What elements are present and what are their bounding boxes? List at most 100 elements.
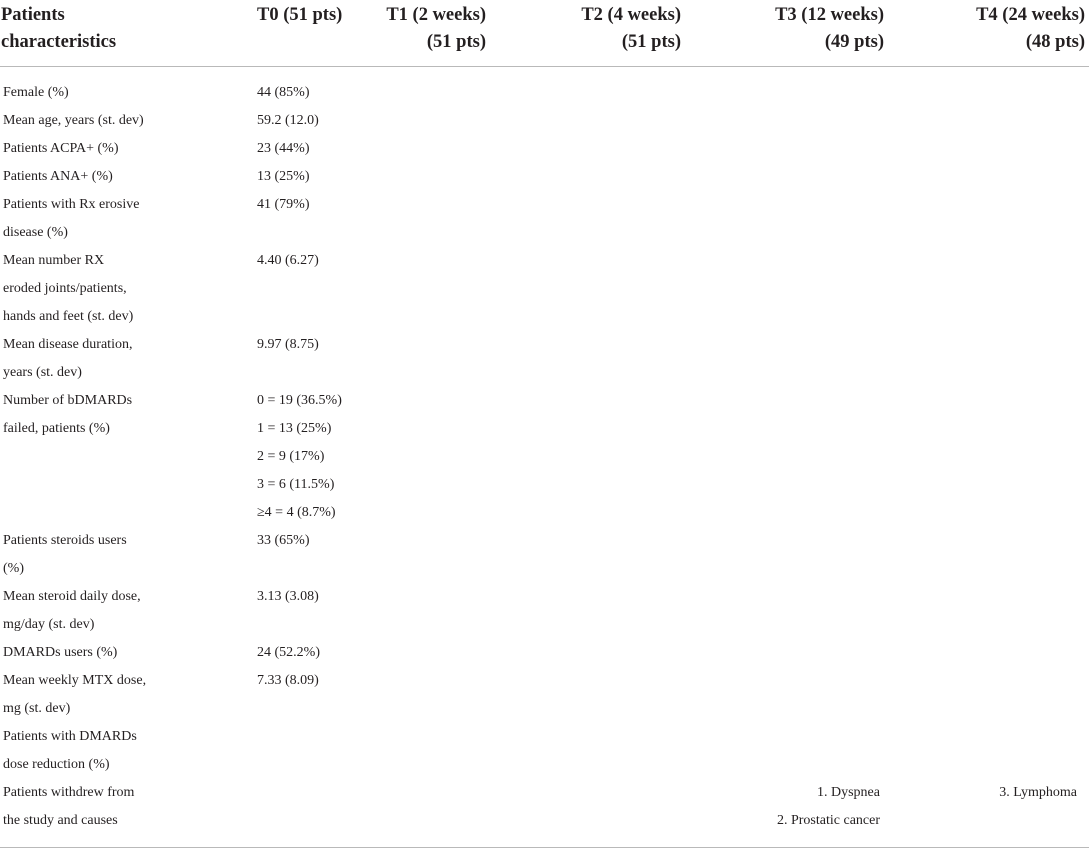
header-line: T2 (4 weeks) bbox=[581, 5, 681, 25]
row-label-line: Mean disease duration, bbox=[3, 337, 133, 352]
header-t3: T3 (12 weeks) (49 pts) bbox=[685, 0, 888, 67]
cell-t4 bbox=[888, 387, 1089, 527]
cell-value: 44 (85%) bbox=[257, 85, 310, 100]
cell-t3 bbox=[685, 583, 888, 639]
header-t1: T1 (2 weeks) (51 pts) bbox=[350, 0, 490, 67]
header-line: (51 pts) bbox=[621, 32, 681, 52]
cell-value: 9.97 (8.75) bbox=[257, 337, 319, 352]
cell-value: 1 = 13 (25%) bbox=[257, 421, 332, 436]
cell-t4 bbox=[888, 527, 1089, 583]
cell-t2 bbox=[490, 163, 685, 191]
cell-value: 33 (65%) bbox=[257, 533, 310, 548]
row-label-line: hands and feet (st. dev) bbox=[3, 309, 134, 324]
cell-t1 bbox=[350, 583, 490, 639]
cell-t0: 0 = 19 (36.5%) 1 = 13 (25%) 2 = 9 (17%) 3 =… bbox=[160, 387, 350, 527]
table-row: DMARDs users (%) 24 (52.2%) bbox=[0, 639, 1089, 667]
row-label-line: DMARDs users (%) bbox=[3, 645, 118, 660]
row-label-line: disease (%) bbox=[3, 225, 68, 240]
row-label-line: Mean age, years (st. dev) bbox=[3, 113, 144, 128]
header-characteristics: Patients characteristics bbox=[0, 0, 160, 67]
cell-t1 bbox=[350, 163, 490, 191]
row-label-line: mg/day (st. dev) bbox=[3, 617, 95, 632]
row-label-line: Mean weekly MTX dose, bbox=[3, 673, 147, 688]
row-label-line: Female (%) bbox=[3, 85, 69, 100]
row-label-line: (%) bbox=[3, 561, 24, 576]
header-t4: T4 (24 weeks) (48 pts) bbox=[888, 0, 1089, 67]
row-label-line: Patients steroids users bbox=[3, 533, 127, 548]
cell-value: 0 = 19 (36.5%) bbox=[257, 393, 342, 408]
cell-t2 bbox=[490, 135, 685, 163]
header-line: T0 (51 pts) bbox=[257, 5, 343, 25]
cell-t3 bbox=[685, 247, 888, 331]
cell-t4: 3. Lymphoma bbox=[888, 779, 1089, 848]
table-row: Mean steroid daily dose, mg/day (st. dev)… bbox=[0, 583, 1089, 639]
row-label-line: Patients with DMARDs bbox=[3, 729, 137, 744]
header-line: (48 pts) bbox=[1025, 32, 1085, 52]
cell-value: 23 (44%) bbox=[257, 141, 310, 156]
row-label-cell: Patients with DMARDs dose reduction (%) bbox=[0, 723, 160, 779]
row-label-cell: Patients ACPA+ (%) bbox=[0, 135, 160, 163]
cell-t2 bbox=[490, 723, 685, 779]
cell-t0: 23 (44%) bbox=[160, 135, 350, 163]
row-label-cell: Number of bDMARDs failed, patients (%) bbox=[0, 387, 160, 527]
cell-t2 bbox=[490, 583, 685, 639]
cell-t2 bbox=[490, 779, 685, 848]
cell-value: 3.13 (3.08) bbox=[257, 589, 319, 604]
table-row: Mean disease duration, years (st. dev) 9.9… bbox=[0, 331, 1089, 387]
table-header: Patients characteristics T0 (51 pts) T1 (2 … bbox=[0, 0, 1089, 67]
cell-value: 13 (25%) bbox=[257, 169, 310, 184]
row-label-cell: Mean steroid daily dose, mg/day (st. dev) bbox=[0, 583, 160, 639]
cell-t0: 33 (65%) bbox=[160, 527, 350, 583]
cell-t2 bbox=[490, 527, 685, 583]
cell-t1 bbox=[350, 247, 490, 331]
cell-t2 bbox=[490, 191, 685, 247]
table-row: Female (%) 44 (85%) bbox=[0, 67, 1089, 108]
cell-t0: 9.97 (8.75) bbox=[160, 331, 350, 387]
cell-t0: 24 (52.2%) bbox=[160, 639, 350, 667]
cell-t4 bbox=[888, 331, 1089, 387]
cell-t0: 13 (25%) bbox=[160, 163, 350, 191]
cell-t4 bbox=[888, 723, 1089, 779]
table-row: Patients with DMARDs dose reduction (%) bbox=[0, 723, 1089, 779]
cell-t2 bbox=[490, 107, 685, 135]
table-row: Number of bDMARDs failed, patients (%) 0 =… bbox=[0, 387, 1089, 527]
cell-t2 bbox=[490, 67, 685, 108]
table-row: Patients with Rx erosive disease (%) 41 (7… bbox=[0, 191, 1089, 247]
row-label-line: Patients ACPA+ (%) bbox=[3, 141, 119, 156]
cell-t0: 44 (85%) bbox=[160, 67, 350, 108]
cell-t1 bbox=[350, 331, 490, 387]
header-row: Patients characteristics T0 (51 pts) T1 (2 … bbox=[0, 0, 1089, 67]
cell-t4 bbox=[888, 163, 1089, 191]
row-label-line: eroded joints/patients, bbox=[3, 281, 127, 296]
cell-t3 bbox=[685, 163, 888, 191]
cell-value: 41 (79%) bbox=[257, 197, 310, 212]
row-label-line: failed, patients (%) bbox=[3, 421, 110, 436]
header-line: T1 (2 weeks) bbox=[386, 5, 486, 25]
row-label-cell: Patients with Rx erosive disease (%) bbox=[0, 191, 160, 247]
cell-value: 1. Dyspnea bbox=[817, 785, 880, 800]
cell-t4 bbox=[888, 583, 1089, 639]
row-label-line: years (st. dev) bbox=[3, 365, 82, 380]
cell-t3 bbox=[685, 527, 888, 583]
cell-t3 bbox=[685, 191, 888, 247]
cell-t0 bbox=[160, 723, 350, 779]
header-t2: T2 (4 weeks) (51 pts) bbox=[490, 0, 685, 67]
cell-t1 bbox=[350, 67, 490, 108]
cell-t4 bbox=[888, 247, 1089, 331]
row-label-cell: Mean weekly MTX dose, mg (st. dev) bbox=[0, 667, 160, 723]
cell-t1 bbox=[350, 527, 490, 583]
table-row: Mean number RX eroded joints/patients, han… bbox=[0, 247, 1089, 331]
cell-t1 bbox=[350, 191, 490, 247]
cell-t1 bbox=[350, 387, 490, 527]
row-label-cell: Patients ANA+ (%) bbox=[0, 163, 160, 191]
cell-t2 bbox=[490, 331, 685, 387]
header-line: T4 (24 weeks) bbox=[976, 5, 1085, 25]
row-label-line: Patients with Rx erosive bbox=[3, 197, 140, 212]
cell-t1 bbox=[350, 779, 490, 848]
cell-t3 bbox=[685, 331, 888, 387]
table-row: Mean age, years (st. dev) 59.2 (12.0) bbox=[0, 107, 1089, 135]
table-body: Female (%) 44 (85%) Mean age, years (st. d… bbox=[0, 67, 1089, 848]
cell-t0: 7.33 (8.09) bbox=[160, 667, 350, 723]
cell-t3 bbox=[685, 667, 888, 723]
